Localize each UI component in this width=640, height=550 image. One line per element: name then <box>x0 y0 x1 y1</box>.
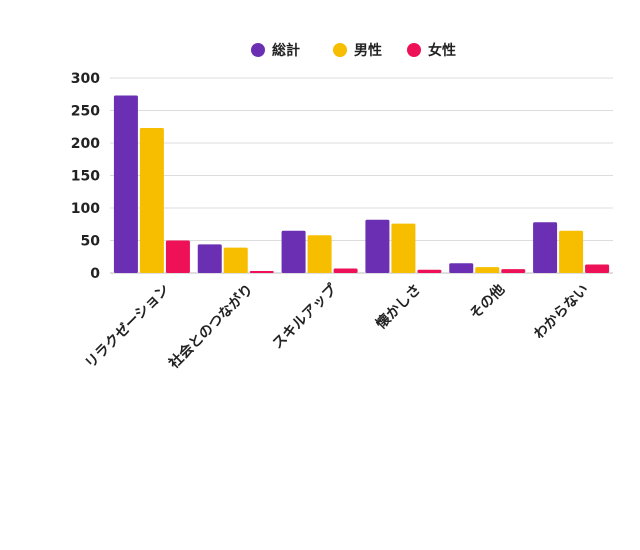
x-tick-label: わからない <box>531 282 592 343</box>
bar-男性-その他 <box>475 267 500 273</box>
x-tick-label: 懐かしさ <box>373 281 425 333</box>
y-axis: 0 50 100 150 200 250 300 <box>71 71 100 282</box>
x-tick-label: その他 <box>466 281 508 323</box>
bar-男性-スキルアップ <box>307 235 332 273</box>
y-tick-label: 100 <box>71 201 100 217</box>
bar-総計-その他 <box>449 263 474 273</box>
legend-label: 女性 <box>428 42 456 59</box>
y-tick-label: 200 <box>71 136 100 152</box>
y-tick-label: 0 <box>90 266 100 282</box>
bar-女性-スキルアップ <box>333 268 358 273</box>
y-tick-label: 300 <box>71 71 100 87</box>
legend-swatch <box>407 43 421 57</box>
x-tick-label: リラクゼーション <box>82 281 173 372</box>
bar-女性-懐かしさ <box>417 269 442 273</box>
y-tick-label: 150 <box>71 169 100 185</box>
x-tick-label: 社会とのつながり <box>165 281 257 373</box>
bar-女性-リラクゼーション <box>165 240 190 273</box>
bars <box>113 95 610 273</box>
legend-swatch <box>333 43 347 57</box>
bar-総計-社会とのつながり <box>197 244 222 273</box>
x-tick-label: スキルアップ <box>270 281 341 352</box>
legend-label: 男性 <box>354 42 382 59</box>
bar-男性-わからない <box>559 230 584 273</box>
bar-男性-懐かしさ <box>391 223 416 273</box>
y-tick-label: 250 <box>71 104 100 120</box>
bar-女性-わからない <box>585 264 610 273</box>
bar-総計-スキルアップ <box>281 230 306 273</box>
bar-男性-社会とのつながり <box>223 247 248 273</box>
bar-女性-社会とのつながり <box>249 271 274 273</box>
bar-総計-リラクゼーション <box>113 95 138 273</box>
bar-総計-懐かしさ <box>365 219 390 273</box>
bar-男性-リラクゼーション <box>139 128 164 273</box>
bar-女性-その他 <box>501 269 526 273</box>
y-tick-label: 50 <box>81 234 101 250</box>
bar-総計-わからない <box>533 222 558 273</box>
gridlines <box>110 77 613 274</box>
legend: 総計 男性 女性 <box>251 42 456 59</box>
legend-label: 総計 <box>272 42 300 59</box>
legend-swatch <box>251 43 265 57</box>
